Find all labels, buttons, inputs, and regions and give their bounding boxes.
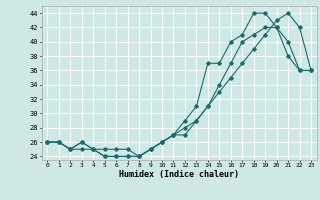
X-axis label: Humidex (Indice chaleur): Humidex (Indice chaleur) [119, 170, 239, 179]
